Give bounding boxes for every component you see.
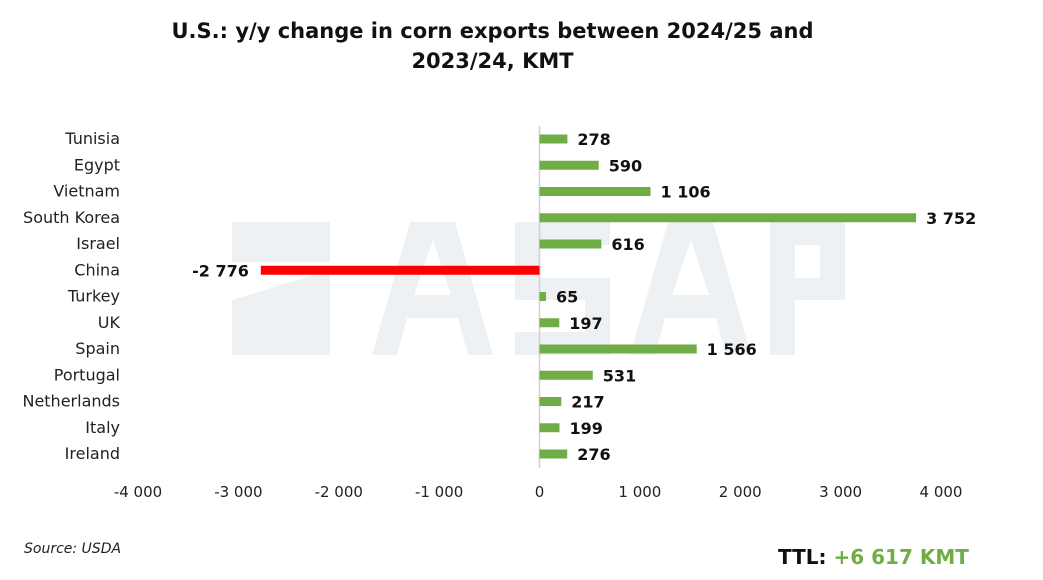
- watermark-letter-p: [770, 222, 845, 355]
- x-tick-label: -3 000: [214, 483, 262, 501]
- bar: [539, 292, 547, 301]
- category-label: China: [74, 260, 120, 279]
- title-line-1: U.S.: y/y change in corn exports between…: [171, 19, 814, 43]
- bar: [539, 213, 917, 223]
- x-tick-label: -1 000: [415, 483, 463, 501]
- category-label: South Korea: [23, 208, 120, 227]
- chart-title: U.S.: y/y change in corn exports between…: [0, 16, 985, 76]
- bar: [539, 449, 568, 459]
- total-prefix: TTL:: [778, 545, 827, 569]
- x-tick-label: 0: [535, 483, 545, 501]
- data-label: 3 752: [926, 209, 976, 228]
- x-tick-label: -2 000: [315, 483, 363, 501]
- category-label: Israel: [76, 234, 120, 253]
- bar: [539, 187, 651, 196]
- data-label: 531: [603, 366, 636, 385]
- x-tick-label: -4 000: [114, 483, 162, 501]
- category-label: Portugal: [54, 365, 120, 384]
- data-label: 199: [569, 419, 602, 438]
- total-label: TTL: +6 617 KMT: [778, 545, 969, 569]
- data-label: 1 566: [707, 340, 757, 359]
- category-label: Tunisia: [64, 129, 120, 148]
- data-label: 197: [569, 314, 602, 333]
- source-note: Source: USDA: [24, 541, 122, 557]
- category-label: Vietnam: [53, 182, 120, 201]
- category-label: Turkey: [67, 287, 120, 306]
- total-value: +6 617 KMT: [833, 545, 969, 569]
- bar: [539, 160, 599, 170]
- category-label: Spain: [75, 339, 120, 358]
- data-label: 590: [609, 156, 642, 175]
- x-tick-label: 1 000: [618, 483, 661, 501]
- bar: [539, 134, 568, 144]
- category-label: Ireland: [65, 444, 120, 463]
- data-label: 65: [556, 288, 578, 307]
- bar: [539, 423, 560, 433]
- watermark-logo: [232, 222, 845, 355]
- category-label: Netherlands: [22, 392, 120, 411]
- bar: [539, 370, 593, 380]
- watermark-logo-mark: [232, 270, 330, 355]
- data-label: 276: [577, 445, 610, 464]
- bar: [539, 397, 562, 406]
- watermark-logo-mark: [232, 222, 330, 262]
- watermark-letter-a: [372, 222, 493, 355]
- category-label: Egypt: [74, 155, 120, 174]
- data-label: -2 776: [192, 261, 249, 280]
- watermark-letter-a: [630, 222, 751, 355]
- data-label: 217: [571, 393, 604, 412]
- bar: [260, 265, 540, 275]
- data-label: 1 106: [661, 183, 711, 202]
- category-label: Italy: [85, 418, 120, 437]
- category-label: UK: [98, 313, 121, 332]
- data-label: 278: [577, 130, 610, 149]
- bar: [539, 318, 560, 328]
- x-tick-label: 2 000: [719, 483, 762, 501]
- data-label: 616: [611, 235, 644, 254]
- x-tick-label: 4 000: [920, 483, 963, 501]
- x-tick-label: 3 000: [819, 483, 862, 501]
- bar: [539, 344, 697, 354]
- title-line-2: 2023/24, KMT: [411, 49, 574, 73]
- bar: [539, 239, 602, 249]
